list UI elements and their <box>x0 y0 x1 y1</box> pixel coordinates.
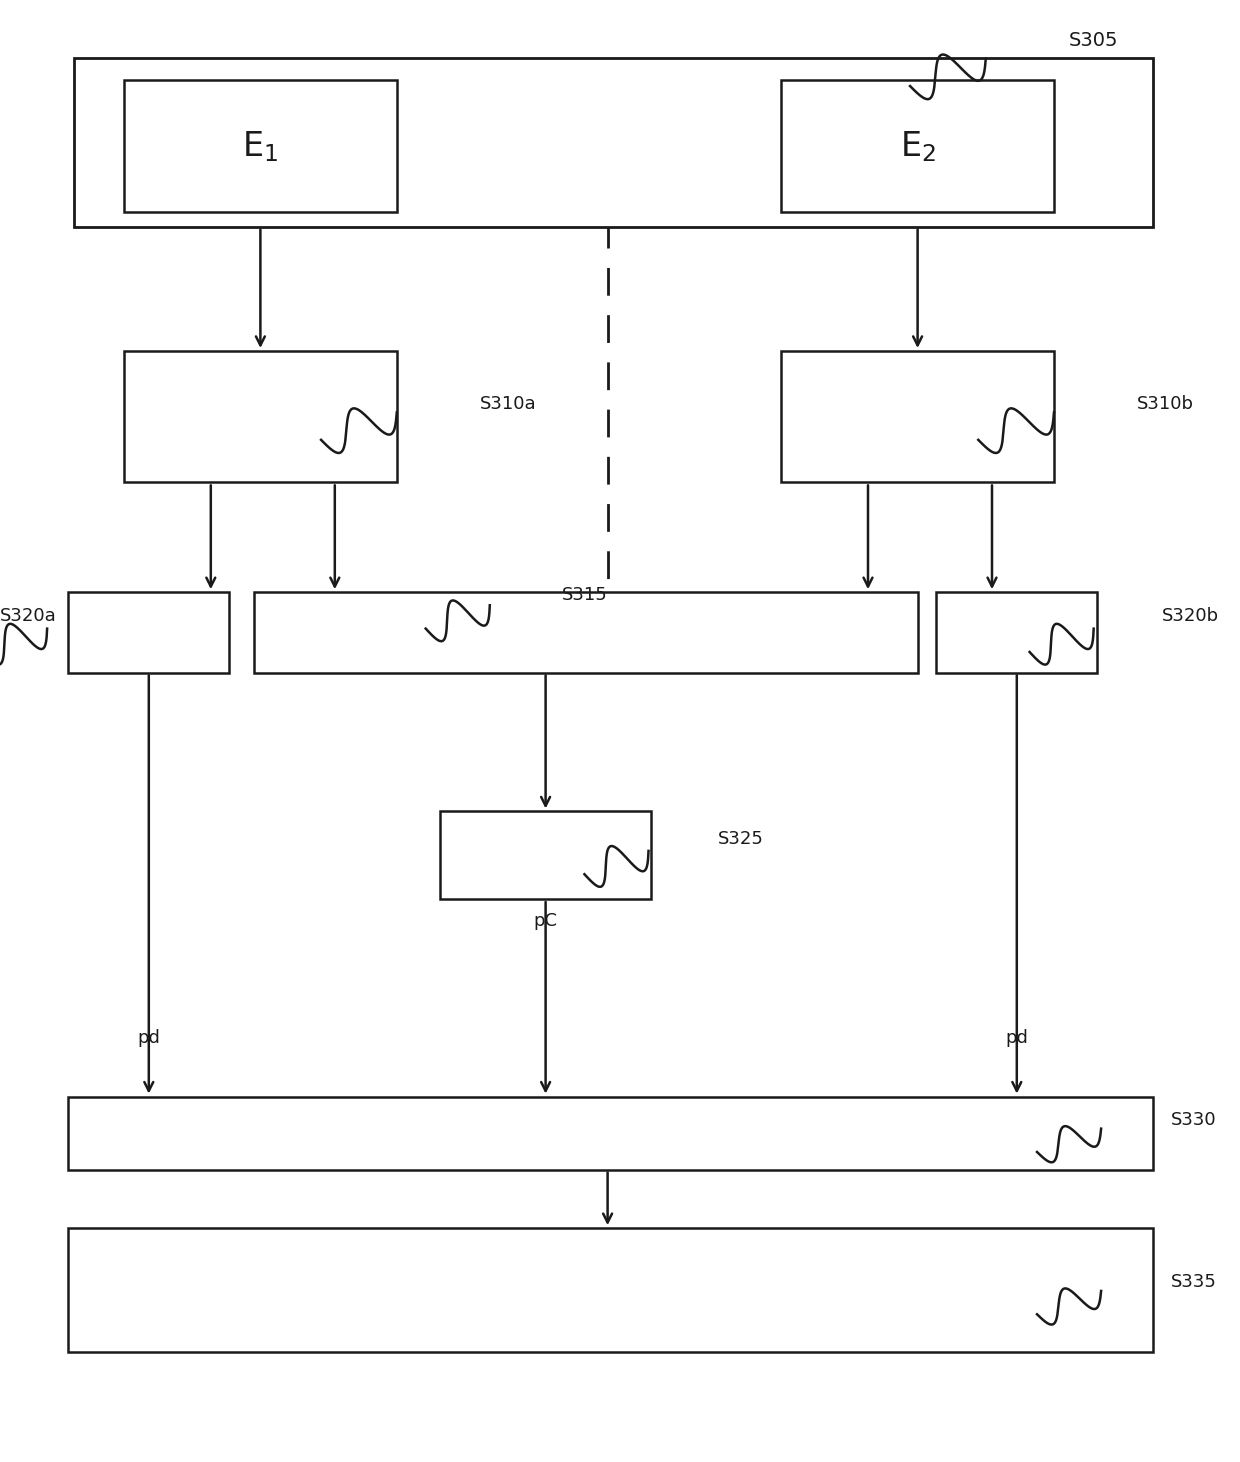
Text: S310a: S310a <box>480 395 537 412</box>
Text: S310b: S310b <box>1137 395 1194 412</box>
Bar <box>440 811 651 899</box>
Text: S305: S305 <box>1069 32 1118 50</box>
Bar <box>781 351 1054 482</box>
Text: S315: S315 <box>562 586 608 604</box>
Bar <box>124 351 397 482</box>
Text: pd: pd <box>138 1029 160 1047</box>
Text: S320b: S320b <box>1162 607 1219 624</box>
Text: pC: pC <box>533 912 558 930</box>
Text: S330: S330 <box>1171 1111 1216 1129</box>
Text: S325: S325 <box>718 830 764 848</box>
Text: $\mathrm{E}_2$: $\mathrm{E}_2$ <box>899 129 936 164</box>
Bar <box>74 58 1153 227</box>
Bar <box>68 592 229 673</box>
Bar <box>68 1228 1153 1352</box>
Text: $\mathrm{E}_1$: $\mathrm{E}_1$ <box>242 129 279 164</box>
Bar <box>254 592 918 673</box>
Text: S320a: S320a <box>0 607 57 624</box>
Bar <box>936 592 1097 673</box>
Text: S335: S335 <box>1171 1273 1216 1291</box>
Bar <box>68 1096 1153 1170</box>
Bar <box>781 80 1054 212</box>
Bar <box>124 80 397 212</box>
Text: pd: pd <box>1006 1029 1028 1047</box>
